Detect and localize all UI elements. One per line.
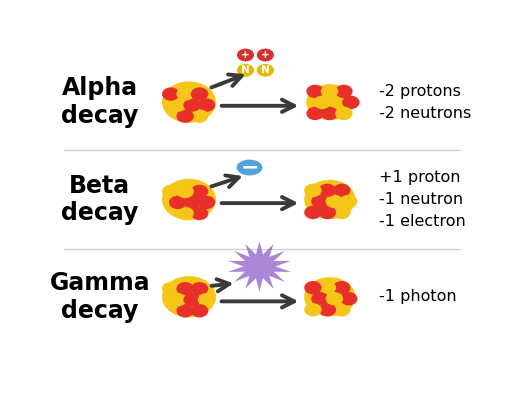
Circle shape: [311, 195, 329, 208]
Text: Gamma
decay: Gamma decay: [49, 271, 150, 323]
Circle shape: [191, 109, 208, 123]
Circle shape: [191, 87, 208, 101]
Text: -2 protons
-2 neutrons: -2 protons -2 neutrons: [379, 84, 472, 121]
Circle shape: [169, 98, 186, 112]
Text: +1 proton
-1 neutron
-1 electron: +1 proton -1 neutron -1 electron: [379, 170, 466, 229]
Text: Alpha
decay: Alpha decay: [61, 76, 138, 128]
Circle shape: [183, 196, 201, 209]
Circle shape: [333, 206, 351, 219]
Circle shape: [313, 96, 331, 109]
Circle shape: [335, 107, 353, 120]
Circle shape: [162, 81, 216, 123]
Circle shape: [191, 304, 208, 318]
Text: −: −: [240, 158, 259, 177]
Circle shape: [198, 293, 215, 307]
Circle shape: [304, 184, 322, 197]
Circle shape: [237, 48, 254, 62]
Circle shape: [169, 293, 186, 307]
Circle shape: [162, 87, 180, 101]
Circle shape: [177, 304, 194, 318]
Circle shape: [183, 293, 201, 307]
Circle shape: [342, 96, 359, 109]
Circle shape: [318, 303, 336, 316]
Circle shape: [304, 180, 355, 219]
Circle shape: [162, 179, 216, 220]
Text: N: N: [261, 65, 270, 75]
Circle shape: [321, 85, 338, 98]
Circle shape: [177, 207, 194, 220]
Circle shape: [306, 84, 353, 120]
Circle shape: [326, 292, 343, 305]
Circle shape: [328, 96, 345, 109]
Circle shape: [177, 87, 194, 101]
Circle shape: [321, 107, 338, 120]
Circle shape: [318, 184, 336, 197]
Circle shape: [340, 195, 357, 208]
Circle shape: [318, 206, 336, 219]
Text: N: N: [241, 65, 250, 75]
Polygon shape: [228, 241, 291, 292]
Circle shape: [333, 303, 351, 316]
Text: Beta
decay: Beta decay: [61, 173, 138, 226]
Circle shape: [177, 282, 194, 295]
Circle shape: [177, 109, 194, 123]
Circle shape: [306, 107, 324, 120]
Text: +: +: [241, 50, 250, 60]
Circle shape: [340, 292, 357, 305]
Circle shape: [304, 277, 355, 316]
Circle shape: [304, 281, 322, 294]
Circle shape: [311, 292, 329, 305]
Circle shape: [162, 282, 180, 295]
Circle shape: [256, 63, 274, 77]
Text: +: +: [261, 50, 270, 60]
Circle shape: [198, 196, 215, 209]
Circle shape: [318, 281, 336, 294]
Circle shape: [335, 85, 353, 98]
Circle shape: [191, 282, 208, 295]
Circle shape: [183, 98, 201, 112]
Circle shape: [169, 196, 186, 209]
Circle shape: [162, 276, 216, 318]
Circle shape: [333, 281, 351, 294]
Circle shape: [162, 185, 180, 198]
Circle shape: [191, 185, 208, 198]
Ellipse shape: [237, 160, 263, 175]
Circle shape: [304, 206, 322, 219]
Text: -1 photon: -1 photon: [379, 289, 457, 304]
Circle shape: [198, 98, 215, 112]
Circle shape: [237, 63, 254, 77]
Circle shape: [256, 48, 274, 62]
Circle shape: [191, 207, 208, 220]
Circle shape: [326, 195, 343, 208]
Circle shape: [306, 85, 324, 98]
Circle shape: [333, 184, 351, 197]
Circle shape: [304, 303, 322, 316]
Circle shape: [177, 185, 194, 198]
